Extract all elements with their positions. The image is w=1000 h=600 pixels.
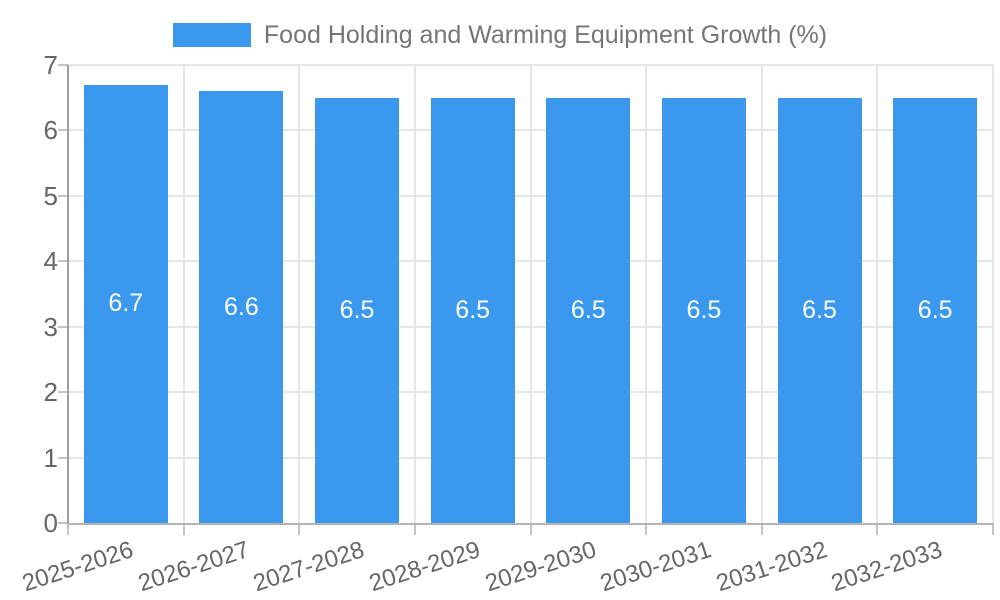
x-axis-line	[68, 523, 993, 525]
x-tick-label: 2030-2031	[597, 536, 715, 598]
y-tick-label: 6	[43, 115, 58, 146]
y-axis-tick	[58, 194, 68, 197]
y-axis-tick	[58, 129, 68, 132]
v-gridline	[182, 65, 185, 523]
y-tick-label: 5	[43, 180, 58, 211]
bar[interactable]: 6.5	[661, 97, 746, 523]
y-axis-tick	[58, 325, 68, 328]
y-axis-tick	[58, 522, 68, 524]
y-tick-label: 4	[43, 246, 58, 277]
x-axis-tick	[760, 523, 763, 535]
y-tick-label: 7	[43, 50, 58, 80]
y-tick-label: 1	[43, 442, 58, 473]
x-axis-tick	[529, 523, 532, 535]
y-tick-label: 3	[43, 311, 58, 342]
v-gridline	[876, 65, 879, 523]
x-axis-tick	[67, 523, 69, 535]
bar-value-label: 6.5	[802, 295, 837, 324]
y-tick-label: 0	[43, 508, 58, 538]
x-axis-tick	[298, 523, 301, 535]
bar[interactable]: 6.5	[777, 97, 862, 523]
v-gridline	[298, 65, 301, 523]
y-axis-tick	[58, 260, 68, 263]
bar-value-label: 6.5	[455, 295, 491, 324]
v-gridline	[992, 65, 994, 523]
bar[interactable]: 6.5	[893, 97, 978, 523]
x-tick-label: 2026-2027	[134, 536, 253, 598]
y-axis-tick	[58, 64, 68, 66]
x-tick-label: 2031-2032	[712, 536, 831, 598]
v-gridline	[529, 65, 532, 523]
v-gridline	[413, 65, 416, 523]
bar-value-label: 6.7	[108, 289, 144, 318]
bar[interactable]: 6.5	[430, 97, 515, 523]
x-axis-tick	[876, 523, 879, 535]
bar-value-label: 6.5	[917, 295, 953, 324]
legend-label: Food Holding and Warming Equipment Growt…	[263, 20, 828, 49]
x-tick-label: 2032-2033	[828, 536, 946, 598]
bar[interactable]: 6.5	[546, 97, 631, 523]
y-axis-tick	[58, 391, 68, 394]
bar-value-label: 6.5	[570, 295, 606, 324]
bar[interactable]: 6.5	[315, 97, 400, 523]
x-axis-tick	[992, 523, 994, 535]
bar-value-label: 6.6	[224, 292, 259, 321]
x-tick-label: 2028-2029	[365, 536, 484, 598]
x-axis-tick	[182, 523, 185, 535]
x-axis-tick	[413, 523, 416, 535]
y-tick-label: 2	[43, 377, 58, 408]
bar-value-label: 6.5	[339, 295, 375, 324]
y-axis-line	[67, 65, 69, 523]
bar[interactable]: 6.6	[199, 91, 284, 523]
chart-legend[interactable]: Food Holding and Warming Equipment Growt…	[0, 20, 1000, 50]
legend-swatch	[172, 23, 251, 47]
v-gridline	[760, 65, 763, 523]
x-tick-label: 2025-2026	[19, 536, 137, 598]
bar-value-label: 6.5	[686, 295, 722, 324]
v-gridline	[645, 65, 648, 523]
x-tick-label: 2029-2030	[481, 536, 600, 598]
x-axis-tick	[645, 523, 648, 535]
x-tick-label: 2027-2028	[250, 536, 368, 598]
y-axis-tick	[58, 456, 68, 459]
bar[interactable]: 6.7	[83, 84, 168, 523]
